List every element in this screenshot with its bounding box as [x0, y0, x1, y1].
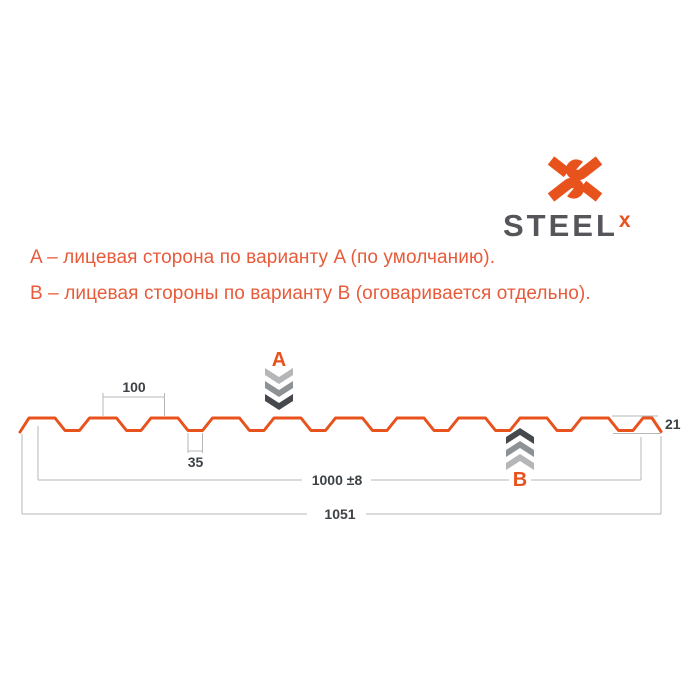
steelx-x-icon: [547, 156, 603, 202]
dim-profile-height-value: 21: [665, 416, 681, 432]
brand-logo: STEELx: [503, 150, 683, 245]
legend-variant-a: A – лицевая сторона по варианту A (по ум…: [30, 247, 496, 268]
dim-valley-width-value: 35: [188, 454, 204, 470]
chevron-up-icon: [506, 428, 534, 470]
dim-crest-pitch-value: 100: [122, 379, 146, 395]
marker-b-backplate: [509, 469, 531, 488]
marker-b-letter: B: [513, 469, 527, 491]
chevron-down-icon: [265, 368, 293, 410]
brand-name-text: STEEL: [503, 208, 618, 243]
dim-overall-width: 1051: [21, 434, 662, 522]
marker-a: A: [265, 349, 293, 410]
brand-mark-x: x: [618, 209, 631, 232]
legend-variant-b: B – лицевая стороны по варианту B (огова…: [30, 283, 591, 304]
brand-wordmark: STEELx: [503, 208, 683, 244]
dim-valley-width: 35: [187, 433, 204, 470]
marker-b: B: [506, 428, 534, 491]
dim-overall-width-value: 1051: [324, 506, 355, 522]
dim-working-width-value: 1000 ±8: [312, 472, 363, 488]
marker-a-letter: A: [272, 349, 286, 371]
dim-crest-pitch: 100: [102, 379, 165, 416]
sheet-profile-outline: [18, 416, 663, 434]
dim-profile-height: 21: [612, 415, 681, 434]
dim-working-width: 1000 ±8: [37, 426, 642, 488]
